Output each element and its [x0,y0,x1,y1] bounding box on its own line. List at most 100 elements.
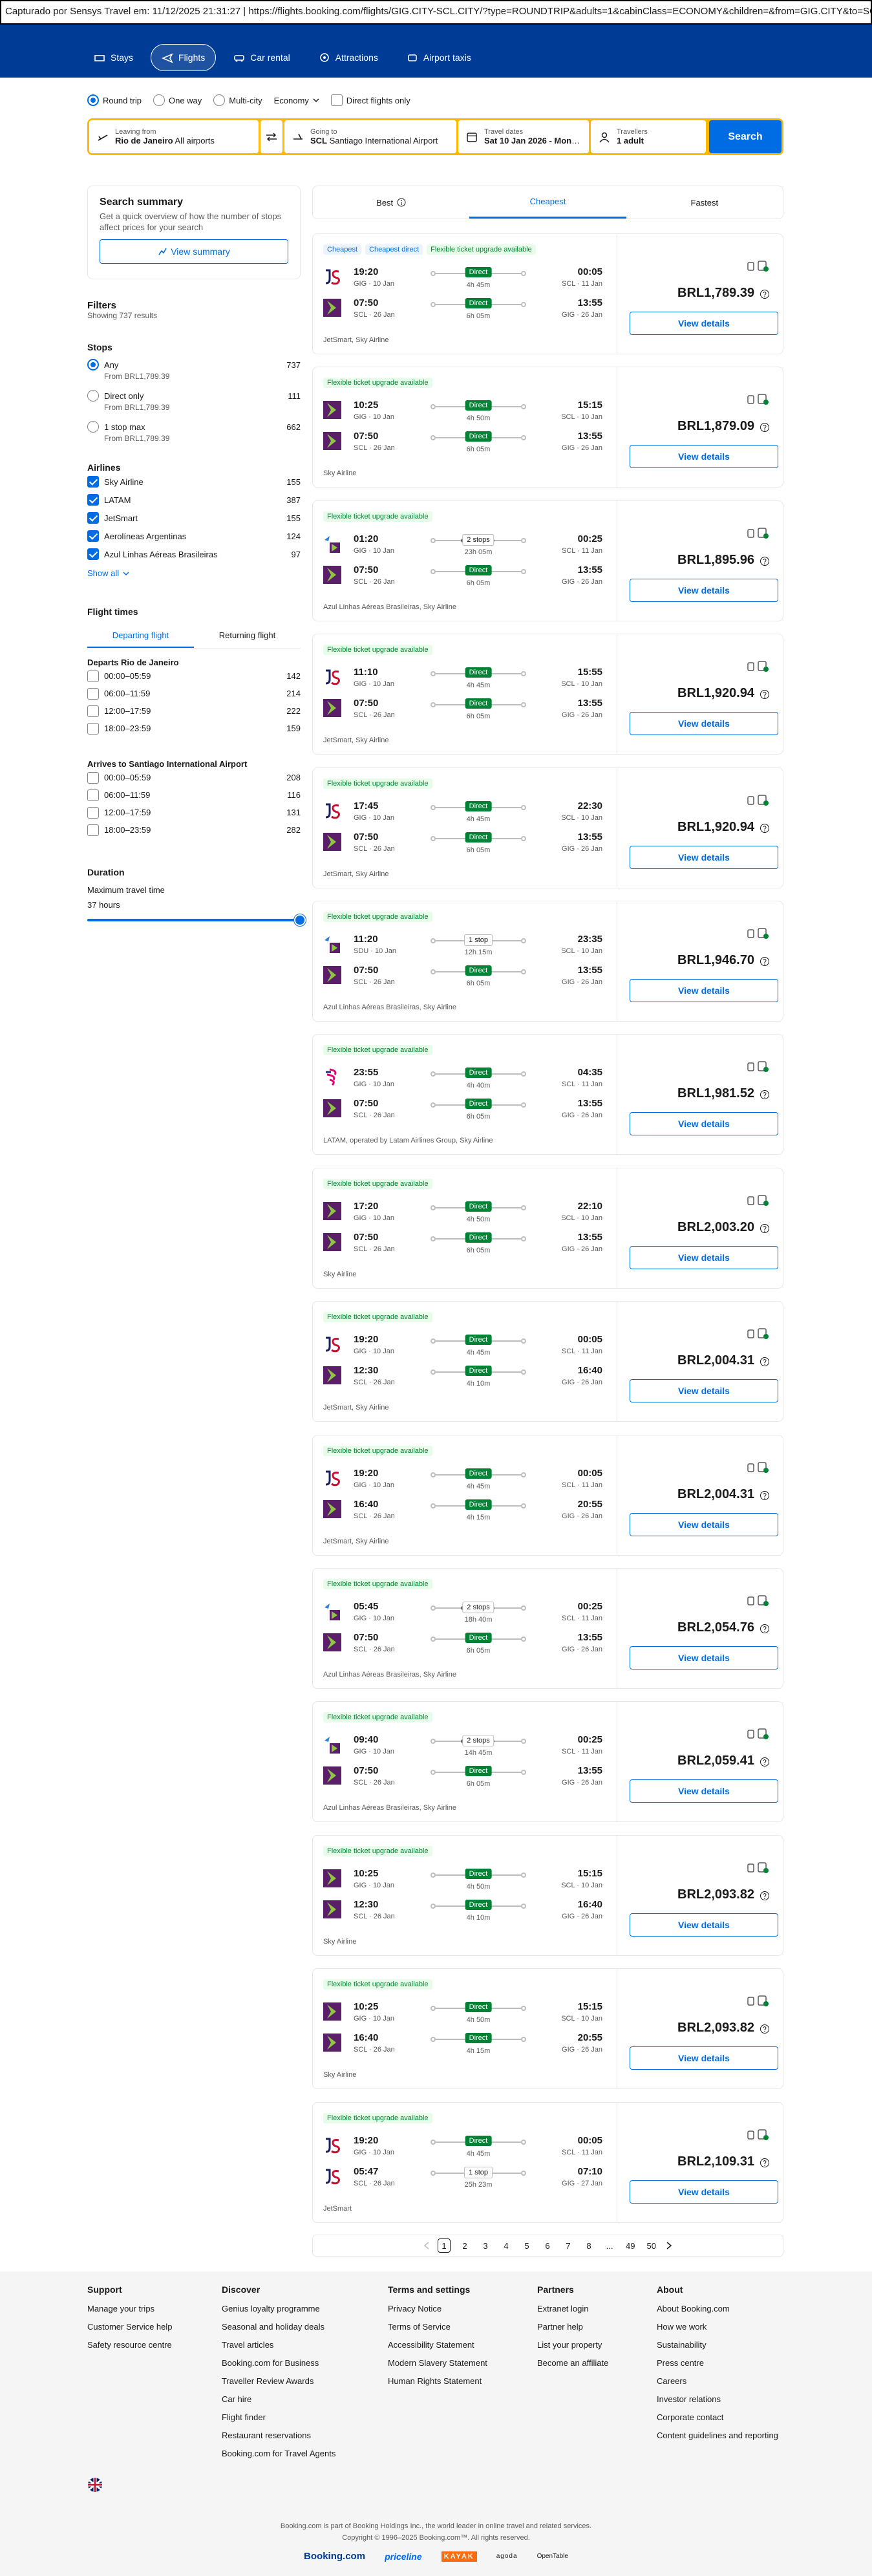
page-link[interactable]: 7 [566,2240,571,2251]
sort-tab[interactable]: Cheapest [469,186,626,219]
brand-logo[interactable]: agoda [496,2553,518,2560]
footer-link[interactable]: Terms of Service [388,2322,451,2332]
swap-button[interactable] [261,120,282,153]
footer-link[interactable]: Traveller Review Awards [222,2376,314,2386]
airline-option[interactable]: JetSmart 155 [87,509,301,527]
time-tab[interactable]: Departing flight [87,623,194,648]
footer-link[interactable]: Restaurant reservations [222,2431,312,2440]
duration-slider[interactable] [87,914,306,926]
footer-link[interactable]: Privacy Notice [388,2304,442,2313]
footer-link[interactable]: Flight finder [222,2412,266,2422]
footer-link[interactable]: Manage your trips [87,2304,155,2313]
footer-link[interactable]: Sustainability [657,2340,707,2350]
page-link[interactable]: ... [606,2240,613,2251]
view-details[interactable]: View details [630,1112,778,1136]
sort-tab[interactable]: Best [313,186,469,219]
view-details[interactable]: View details [630,1245,778,1269]
sort-tab[interactable]: Fastest [626,186,783,219]
footer-link[interactable]: Investor relations [657,2394,721,2404]
brand-logo[interactable]: Booking.com [304,2551,366,2562]
airline-option[interactable]: Sky Airline 155 [87,473,301,491]
footer-link[interactable]: Content guidelines and reporting [657,2431,778,2440]
cabin-select[interactable]: Economy [274,96,319,105]
view-details[interactable]: View details [630,312,778,335]
direct-only[interactable]: Direct flights only [330,94,410,106]
stop-option[interactable]: Direct only 111 From BRL1,789.39 [87,389,301,420]
time-option[interactable]: 00:00–05:59 208 [87,769,301,786]
page-link[interactable]: 50 [646,2240,656,2251]
time-option[interactable]: 18:00–23:59 282 [87,821,301,839]
footer-link[interactable]: List your property [537,2340,602,2350]
stop-option[interactable]: 1 stop max 662 From BRL1,789.39 [87,420,301,451]
search-field[interactable]: Leaving from Rio de Janeiro All airports [89,120,259,153]
page-link[interactable]: 3 [483,2240,488,2251]
view-details[interactable]: View details [630,845,778,869]
view-details[interactable]: View details [630,2046,778,2070]
show-all[interactable]: Show all [87,568,301,578]
page-link[interactable]: 6 [545,2240,550,2251]
footer-link[interactable]: About Booking.com [657,2304,730,2313]
search-field[interactable]: Travellers 1 adult [591,120,706,153]
footer-link[interactable]: Corporate contact [657,2412,724,2422]
footer-link[interactable]: Careers [657,2376,687,2386]
footer-link[interactable]: Booking.com for Business [222,2358,319,2368]
footer-link[interactable]: Human Rights Statement [388,2376,482,2386]
view-details[interactable]: View details [630,712,778,736]
footer-link[interactable]: Accessibility Statement [388,2340,474,2350]
page-link[interactable]: 4 [504,2240,509,2251]
time-option[interactable]: 06:00–11:59 214 [87,685,301,702]
nav-item[interactable]: Airport taxis [396,44,482,71]
time-option[interactable]: 12:00–17:59 222 [87,702,301,720]
footer-link[interactable]: Modern Slavery Statement [388,2358,487,2368]
page-link[interactable]: 8 [586,2240,591,2251]
footer-link[interactable]: Safety resource centre [87,2340,172,2350]
view-details[interactable]: View details [630,1512,778,1536]
brand-logo[interactable]: OpenTable [537,2553,568,2560]
nav-item[interactable]: Flights [151,44,217,71]
view-details[interactable]: View details [630,1779,778,1803]
time-option[interactable]: 00:00–05:59 142 [87,667,301,685]
view-details[interactable]: View details [630,1913,778,1937]
trip-type[interactable]: Multi-city [213,94,262,106]
page-link[interactable]: 2 [462,2240,467,2251]
nav-item[interactable]: Attractions [308,44,389,71]
footer-link[interactable]: Partner help [537,2322,583,2332]
footer-link[interactable]: Extranet login [537,2304,589,2313]
footer-link[interactable]: Press centre [657,2358,704,2368]
footer-link[interactable]: How we work [657,2322,707,2332]
stop-option[interactable]: Any 737 From BRL1,789.39 [87,358,301,389]
nav-item[interactable]: Stays [83,44,144,71]
airline-option[interactable]: Azul Linhas Aéreas Brasileiras 97 [87,545,301,563]
page-link[interactable]: 1 [438,2238,451,2253]
footer-link[interactable]: Become an affiliate [537,2358,609,2368]
trip-type[interactable]: One way [153,94,202,106]
view-details[interactable]: View details [630,1646,778,1669]
time-option[interactable]: 12:00–17:59 131 [87,804,301,821]
view-details[interactable]: View details [630,578,778,602]
time-option[interactable]: 06:00–11:59 116 [87,786,301,804]
time-tab[interactable]: Returning flight [218,630,276,640]
summary-button[interactable]: View summary [100,239,288,264]
footer-link[interactable]: Seasonal and holiday deals [222,2322,325,2332]
slider-knob[interactable] [294,914,306,926]
page-link[interactable]: 49 [626,2240,635,2251]
footer-link[interactable]: Customer Service help [87,2322,173,2332]
time-option[interactable]: 18:00–23:59 159 [87,720,301,737]
footer-link[interactable]: Car hire [222,2394,252,2404]
view-details[interactable]: View details [630,1379,778,1403]
trip-type[interactable]: Round trip [87,94,142,106]
search-button[interactable]: Search [709,120,782,153]
page-link[interactable]: 5 [524,2240,529,2251]
view-details[interactable]: View details [630,979,778,1002]
airline-option[interactable]: LATAM 387 [87,491,301,509]
footer-link[interactable]: Travel articles [222,2340,274,2350]
view-details[interactable]: View details [630,445,778,469]
footer-link[interactable]: Genius loyalty programme [222,2304,320,2313]
search-field[interactable]: Going to SCL Santiago International Airpo… [284,120,456,153]
nav-item[interactable]: Car rental [222,44,301,71]
airline-option[interactable]: Aerolíneas Argentinas 124 [87,527,301,545]
brand-logo[interactable]: priceline [385,2551,422,2562]
footer-link[interactable]: Booking.com for Travel Agents [222,2449,336,2458]
view-details[interactable]: View details [630,2180,778,2204]
